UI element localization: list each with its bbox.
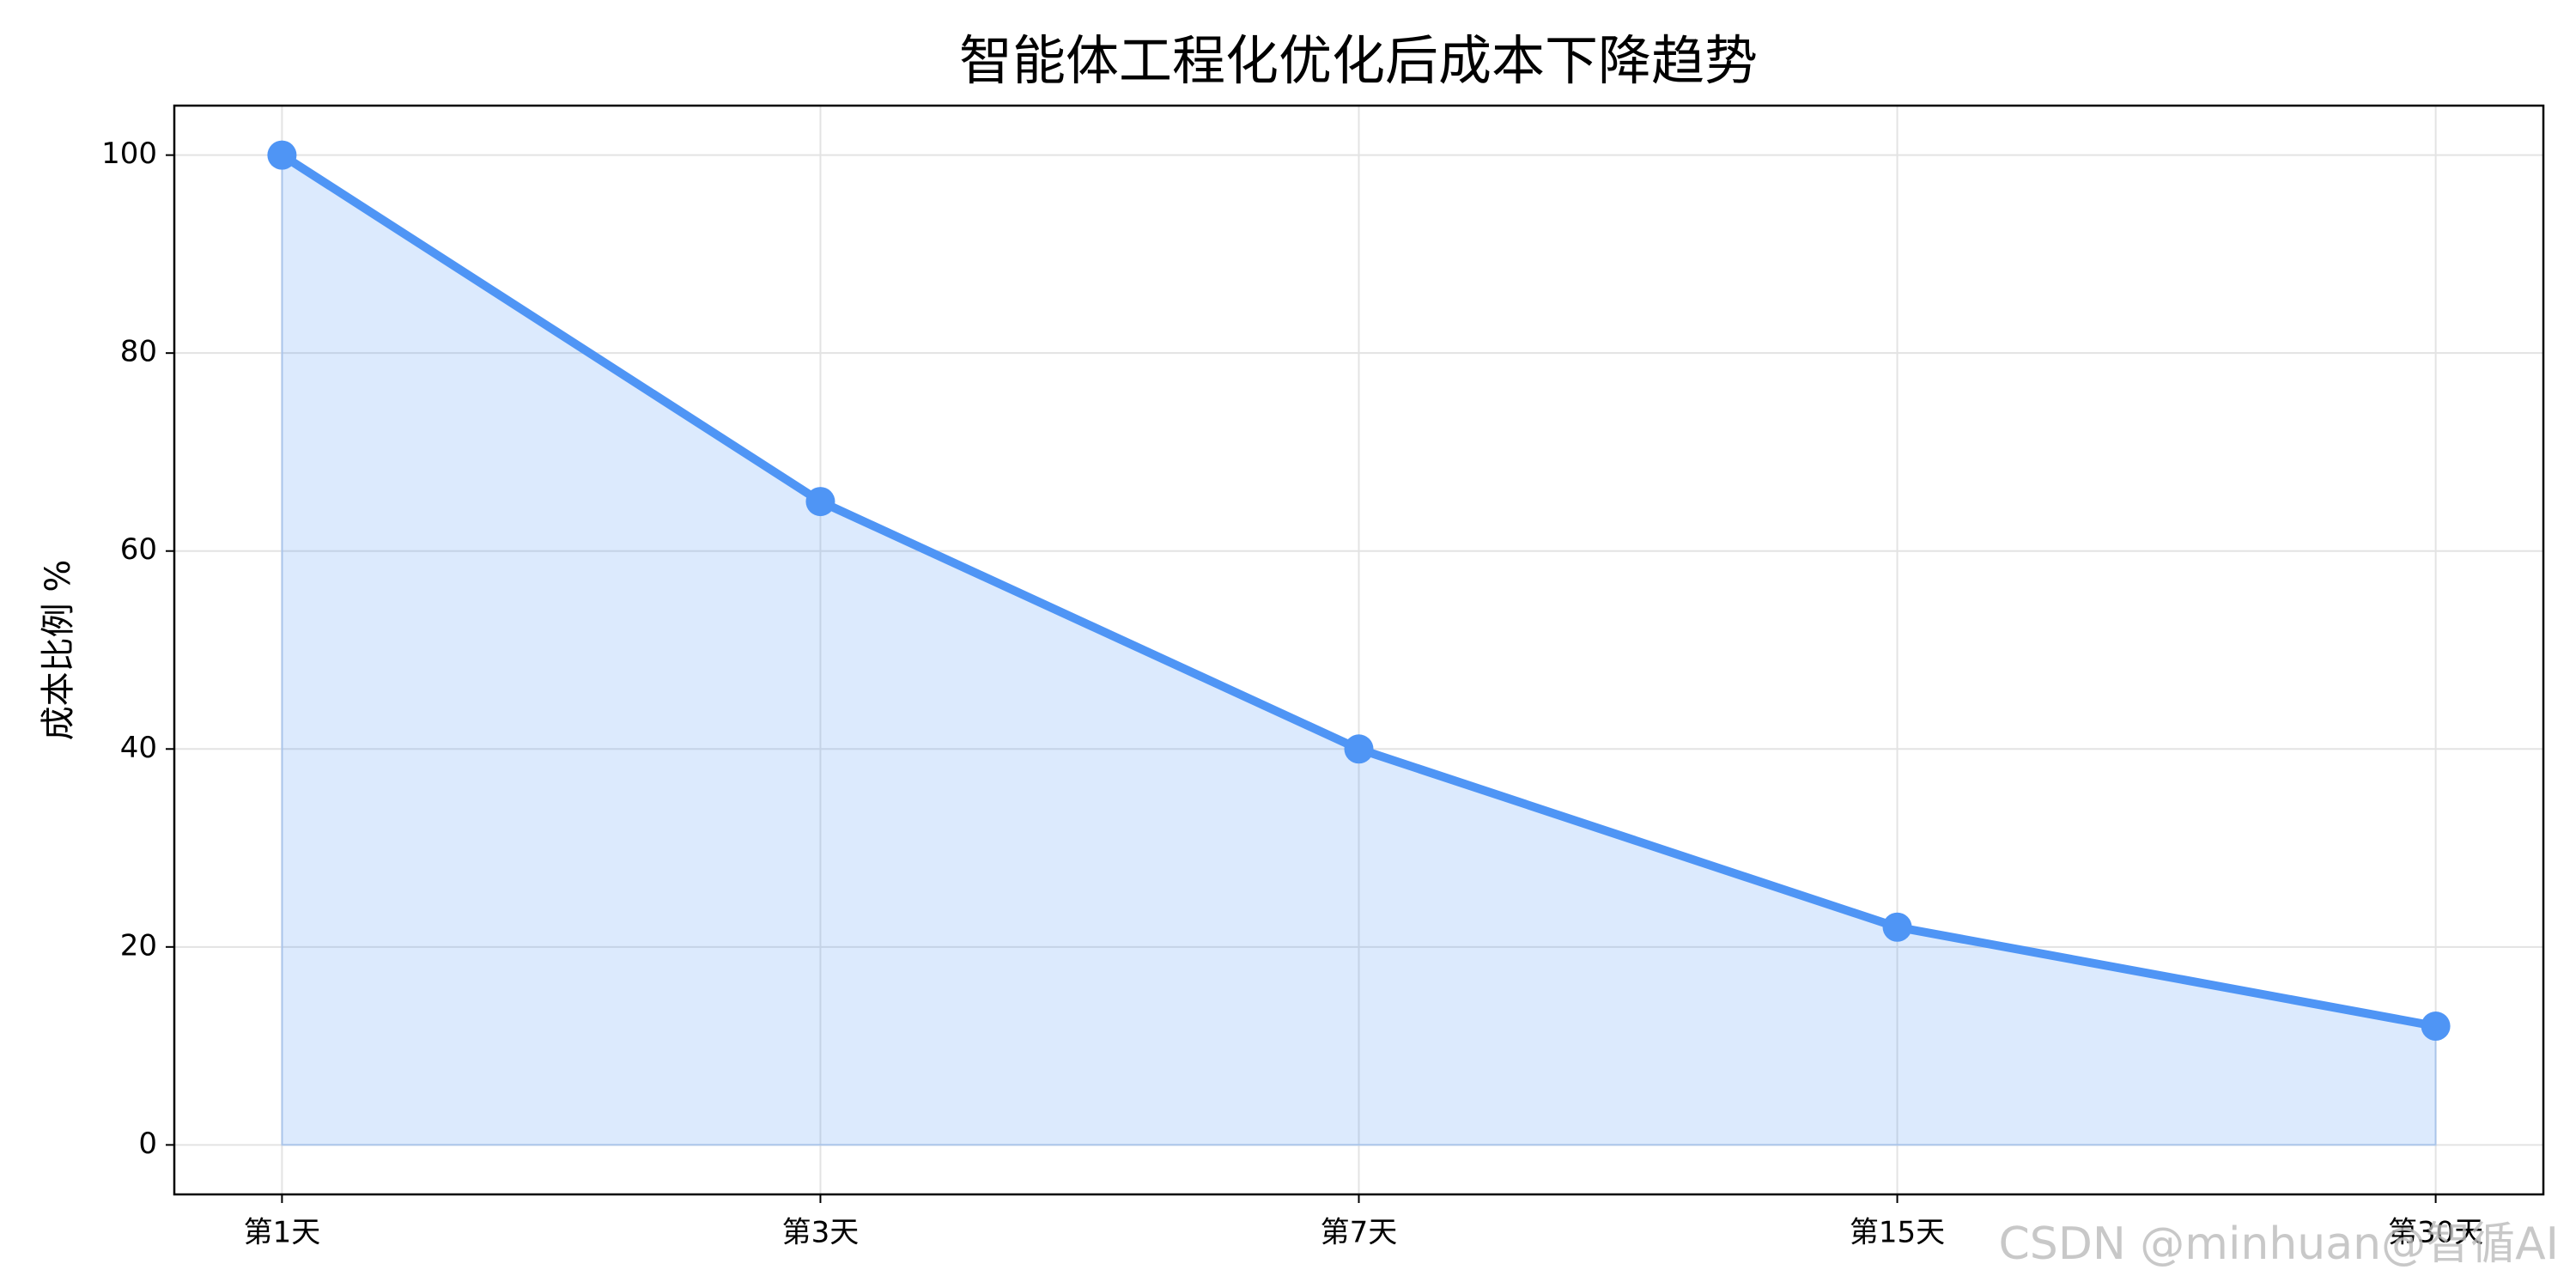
y-axis-label: 成本比例 % [39, 560, 78, 741]
x-tick-label: 第30天 [2388, 1216, 2483, 1250]
point [2421, 1012, 2451, 1042]
point [1882, 912, 1912, 942]
x-tick-label: 第3天 [782, 1216, 860, 1250]
point [267, 140, 297, 170]
x-tick-label: 第7天 [1321, 1216, 1398, 1250]
y-tick-label: 40 [120, 731, 157, 765]
y-tick-label: 20 [120, 928, 157, 963]
watermark: CSDN @minhuan@智循AI [1999, 1218, 2560, 1270]
y-tick-label: 60 [120, 532, 157, 567]
plot-area: 0 20 40 60 80 100 第1天 第3天 第7天 第15天 第30天 [101, 106, 2543, 1250]
point [805, 487, 835, 517]
y-tick-label: 100 [101, 137, 157, 171]
y-tick-label: 0 [138, 1127, 157, 1161]
chart-title: 智能体工程化优化后成本下降趋势 [959, 29, 1758, 92]
x-tick-label: 第1天 [244, 1216, 321, 1250]
axes-frame [173, 104, 2545, 1196]
x-tick-label: 第15天 [1850, 1216, 1945, 1250]
y-tick-label: 80 [120, 335, 157, 369]
point [1344, 734, 1374, 764]
